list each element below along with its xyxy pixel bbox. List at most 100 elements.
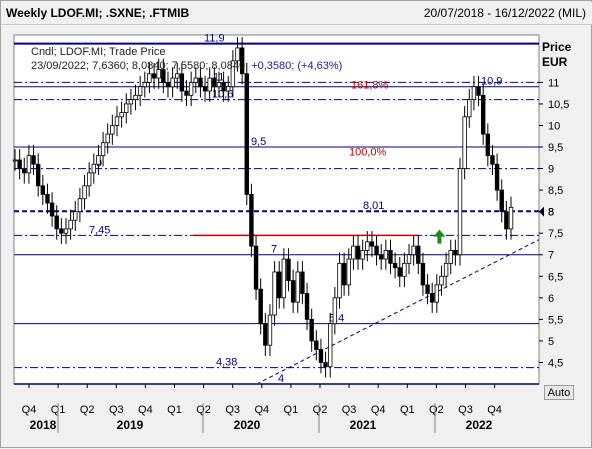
candle-body [216, 81, 222, 88]
candle-body [388, 250, 393, 264]
candle-body [383, 250, 389, 260]
candle-body [494, 163, 500, 191]
candle-body [295, 271, 300, 303]
candle-body [374, 245, 379, 256]
candle-body [337, 262, 342, 299]
candle-body [406, 254, 412, 264]
candle-body [411, 245, 416, 256]
candle-body [504, 211, 509, 230]
candle-body [179, 73, 185, 92]
plot-area [13, 34, 540, 385]
candle-body [304, 293, 310, 320]
candle-body [54, 215, 59, 230]
candle-body [369, 241, 375, 247]
candle-body [142, 81, 147, 88]
y-tick-label: 7,5 [548, 228, 563, 240]
candle-body [346, 258, 351, 286]
x-quarter-label: Q2 [429, 404, 444, 416]
candle-body [175, 73, 180, 79]
level-label: 4 [278, 373, 284, 385]
y-tick-label: 8 [548, 207, 554, 219]
title-bar: Weekly LDOF.MI; .SXNE; .FTMIB 20/07/2018… [2, 2, 592, 25]
candle-body [490, 155, 495, 165]
candle-body [12, 159, 18, 162]
fib-label: 100,0% [349, 146, 387, 158]
candle-body [235, 47, 240, 62]
level-label: 7,45 [89, 224, 110, 236]
candle-body [253, 245, 259, 290]
candle-body [480, 94, 486, 135]
x-quarter-label: Q2 [80, 404, 95, 416]
y-tick-label: 8,5 [548, 185, 563, 197]
candle-body [416, 245, 421, 264]
candle-body [239, 47, 245, 75]
x-quarter-label: Q2 [196, 404, 211, 416]
candle-body [499, 189, 504, 213]
y-tick-label: 6 [548, 293, 554, 305]
candle-body [26, 155, 32, 174]
candle-body [137, 86, 143, 96]
candle-body [476, 86, 481, 96]
x-quarter-label: Q4 [371, 404, 386, 416]
candle-body [267, 314, 273, 346]
currency-label: EUR [542, 55, 568, 69]
x-quarter-label: Q4 [22, 404, 37, 416]
up-arrow-icon [433, 229, 446, 244]
candle-body [249, 194, 254, 247]
level-label: 11,9 [204, 33, 225, 45]
candle-body [508, 206, 514, 230]
candle-body [318, 349, 324, 363]
candle-body [124, 103, 129, 113]
y-tick-label: 5 [548, 336, 554, 348]
legend-line-2: 23/09/2022; 7,6360; 8,0840; 7,5580; 8,08… [31, 59, 342, 73]
price-axis-label: Price [542, 40, 572, 54]
candle-body [170, 77, 175, 88]
level-label: 7 [271, 244, 277, 256]
candle-body [17, 159, 22, 169]
candle-body [226, 86, 231, 92]
candle-body [156, 69, 161, 79]
candle-body [207, 77, 212, 92]
candle-body [397, 267, 402, 277]
last-price-tag: 8 [548, 207, 554, 219]
candle-body [328, 323, 333, 368]
candle-body [467, 99, 472, 118]
candle-body [439, 275, 444, 286]
date-range: 20/07/2018 - 16/12/2022 (MIL) [423, 6, 586, 20]
candle-body [286, 258, 291, 281]
auto-scale-button[interactable]: Auto [544, 385, 574, 400]
x-quarter-label: Q1 [167, 404, 182, 416]
candle-body [351, 245, 356, 260]
candle-body [184, 90, 189, 96]
candle-body [453, 250, 458, 256]
candle-body [272, 271, 277, 316]
candle-body [420, 262, 426, 286]
candle-body [341, 262, 347, 286]
candle-body [59, 228, 64, 234]
candle-body [198, 77, 203, 88]
x-quarter-label: Q4 [138, 404, 153, 416]
y-tick-label: 9,5 [548, 142, 563, 154]
candle-body [202, 86, 208, 92]
candle-body [221, 81, 226, 92]
x-year-label: 2020 [234, 418, 261, 432]
candle-legend: Cndl; LDOF.MI; Trade Price 23/09/2022; 7… [31, 45, 342, 73]
x-year-label: 2019 [117, 418, 144, 432]
candle-body [91, 163, 97, 174]
candle-body [212, 77, 217, 88]
level-label: 10,9 [481, 76, 502, 88]
candle-body [193, 77, 198, 83]
candle-body [392, 262, 398, 269]
candle-body [77, 198, 83, 213]
x-quarter-label: Q3 [458, 404, 473, 416]
level-label: 8,01 [363, 200, 384, 212]
candle-body [161, 69, 166, 83]
legend-ohlc: 23/09/2022; 7,6360; 8,0840; 7,5580; 8,08… [31, 60, 249, 72]
candle-body [82, 185, 87, 200]
candle-body [448, 250, 453, 264]
candle-body [309, 318, 314, 342]
candle-body [147, 73, 152, 83]
level-label: 9,5 [251, 136, 266, 148]
